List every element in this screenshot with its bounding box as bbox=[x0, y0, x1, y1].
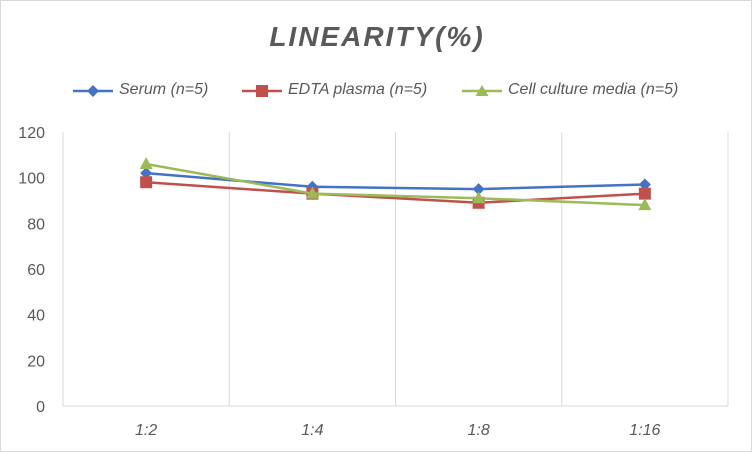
data-point-diamond bbox=[140, 167, 153, 180]
data-point-square bbox=[140, 176, 153, 189]
x-tick-label: 1:2 bbox=[135, 422, 157, 439]
legend-label-cell-culture: Cell culture media (n=5) bbox=[508, 81, 679, 98]
x-tick-label: 1:8 bbox=[468, 422, 490, 439]
y-tick-label: 20 bbox=[27, 353, 45, 370]
legend-label-edta-plasma: EDTA plasma (n=5) bbox=[288, 81, 428, 98]
chart-legend: Serum (n=5) EDTA plasma (n=5) Cell cultu… bbox=[1, 80, 752, 102]
data-point-triangle bbox=[139, 156, 153, 169]
series-line-2 bbox=[145, 162, 645, 207]
data-point-diamond bbox=[638, 178, 651, 191]
legend-cell-marker-icon bbox=[462, 85, 502, 96]
data-point-triangle bbox=[638, 198, 652, 211]
series-line-1 bbox=[146, 180, 645, 205]
y-tick-label: 0 bbox=[36, 399, 45, 416]
x-tick-label: 1:16 bbox=[629, 422, 660, 439]
data-point-triangle bbox=[305, 186, 319, 199]
legend-serum-marker-icon bbox=[73, 85, 113, 97]
y-tick-label: 60 bbox=[27, 262, 45, 279]
x-tick-label: 1:4 bbox=[301, 422, 323, 439]
data-point-diamond bbox=[472, 183, 485, 196]
y-tick-label: 40 bbox=[27, 308, 45, 325]
legend-label-serum: Serum (n=5) bbox=[119, 81, 209, 98]
data-point-triangle bbox=[472, 191, 486, 204]
data-point-square bbox=[638, 187, 651, 200]
chart-title: LINEARITY(%) bbox=[269, 21, 485, 52]
y-tick-label: 100 bbox=[18, 171, 45, 188]
y-tick-label: 80 bbox=[27, 216, 45, 233]
y-tick-label: 120 bbox=[18, 125, 45, 142]
legend-edta-marker-icon bbox=[242, 85, 282, 97]
